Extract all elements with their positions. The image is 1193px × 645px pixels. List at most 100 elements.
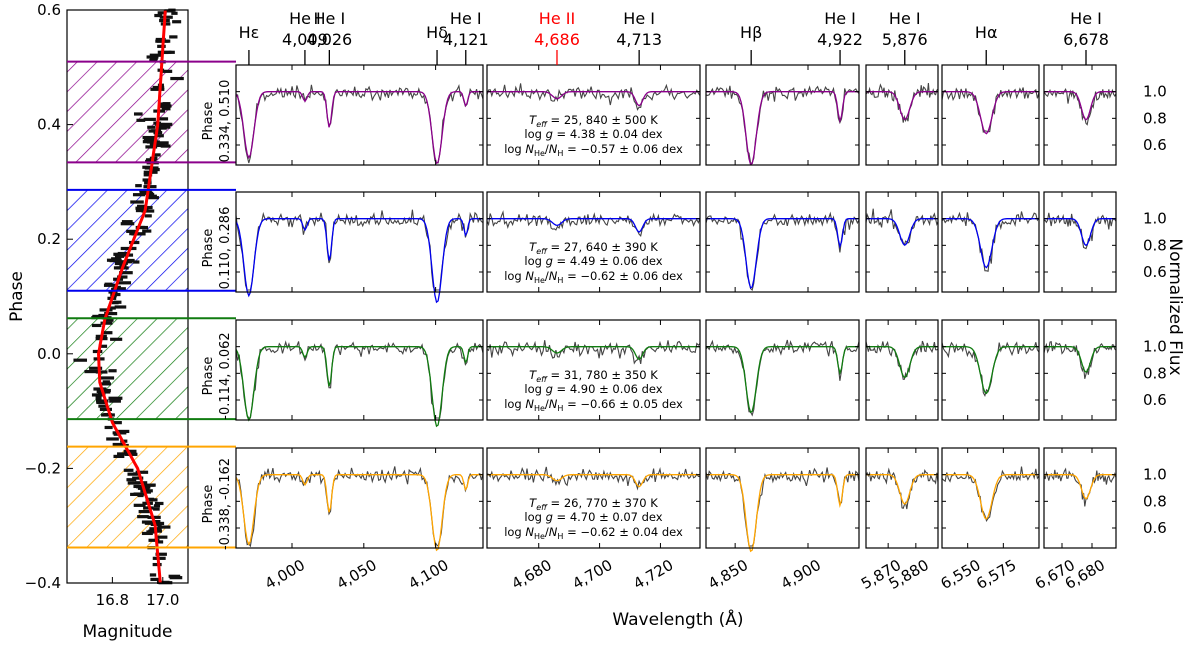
- spectrum-frame: [865, 64, 939, 166]
- observed-spectrum: [486, 466, 700, 491]
- logg-value: = 4.49 ± 0.06 dex: [553, 254, 663, 268]
- light-curve-point: [149, 56, 158, 61]
- y-tick-label: 0.0: [37, 345, 61, 363]
- light-curve-point: [153, 519, 161, 524]
- light-curve-point: [161, 107, 171, 111]
- phase-label: Phase: [201, 485, 216, 524]
- light-curve-point: [168, 50, 175, 54]
- spectrum-frame: [865, 447, 939, 549]
- line-marker-wavelength: 5,876: [882, 30, 928, 49]
- model-spectrum: [487, 218, 700, 233]
- light-curve-point: [110, 337, 123, 341]
- nhe-text: log NHe/NH = −0.57 ± 0.06 dex: [504, 142, 683, 158]
- spectrum-frame: [705, 191, 860, 293]
- nhe-symbol: N: [525, 525, 534, 539]
- light-curve-point: [84, 369, 99, 374]
- teff-text: Teff = 26, 770 ± 370 K: [529, 496, 658, 512]
- light-curve-point: [135, 206, 145, 210]
- model-spectrum: [706, 91, 859, 166]
- light-curve-point: [155, 37, 166, 42]
- flux-tick-label: 0.6: [1143, 519, 1167, 537]
- light-curve-point: [157, 117, 169, 121]
- flux-tick-label: 0.8: [1143, 236, 1167, 254]
- light-curve-point: [119, 271, 133, 275]
- light-curve-point: [132, 476, 144, 480]
- light-curve-point: [146, 530, 156, 534]
- light-curve-point: [91, 393, 106, 397]
- light-curve-point: [144, 214, 152, 218]
- spectrum-frame: [1043, 447, 1117, 549]
- light-curve-point: [95, 396, 102, 400]
- light-curve-point: [153, 504, 161, 508]
- line-marker-label: He I: [313, 9, 345, 28]
- line-marker-wavelength: 4,686: [534, 30, 580, 49]
- spectrum-frame: [235, 319, 484, 421]
- teff-value: = 26, 770 ± 370 K: [547, 496, 658, 510]
- wavelength-tick-label: 4,000: [262, 556, 308, 593]
- line-marker-wavelength: 6,678: [1063, 30, 1109, 49]
- light-curve-point: [95, 370, 108, 374]
- light-curve-point: [147, 125, 156, 129]
- line-marker-label: He II: [539, 9, 575, 28]
- light-curve-point: [117, 275, 128, 279]
- phase-range-label: -0.338, -0.162: [218, 458, 233, 550]
- line-marker-wavelength: 4,121: [443, 30, 489, 49]
- light-curve-point: [105, 318, 114, 322]
- light-curve-point: [103, 412, 112, 417]
- light-curve-point: [114, 254, 125, 258]
- observed-spectrum: [865, 83, 939, 123]
- light-curve-point: [100, 382, 111, 386]
- light-curve-point: [148, 538, 160, 542]
- nhe-prefix: log: [504, 142, 525, 156]
- nhe-slash: /: [545, 525, 549, 539]
- light-curve-point: [171, 11, 178, 15]
- light-curve-point: [120, 246, 133, 251]
- flux-tick-label: 0.8: [1143, 364, 1167, 382]
- light-curve-point: [130, 246, 137, 251]
- flux-tick-label: 0.6: [1143, 136, 1167, 154]
- observed-spectrum: [486, 210, 701, 238]
- light-curve-point: [108, 369, 117, 373]
- logg-text: log g = 4.90 ± 0.06 dex: [524, 382, 662, 396]
- model-spectrum: [235, 346, 483, 428]
- light-curve-point: [164, 9, 174, 13]
- wavelength-tick-label: 4,100: [405, 556, 451, 593]
- spectrum-frame: [1043, 319, 1117, 421]
- wavelength-tick-label: 4,720: [630, 556, 676, 593]
- light-curve-point: [99, 407, 112, 411]
- logg-prefix: log: [524, 254, 545, 268]
- light-curve-point: [91, 323, 102, 328]
- light-curve-point: [137, 515, 149, 519]
- light-curve-point: [161, 69, 173, 73]
- observed-spectrum: [1043, 88, 1117, 126]
- y-axis-label: Phase: [7, 271, 27, 322]
- light-curve-point: [132, 193, 146, 197]
- nh-symbol: N: [549, 142, 558, 156]
- light-curve-point: [159, 104, 172, 108]
- line-marker-label: He I: [1070, 9, 1102, 28]
- nhe-sub: He: [534, 276, 545, 285]
- model-spectrum: [866, 346, 938, 379]
- light-curve-point: [149, 167, 160, 172]
- light-curve-point: [123, 449, 137, 453]
- light-curve-point: [107, 306, 116, 310]
- flux-tick-label: 1.0: [1143, 83, 1167, 101]
- logg-text: log g = 4.38 ± 0.04 dex: [524, 127, 662, 141]
- light-curve-point: [152, 85, 165, 90]
- wavelength-tick-label: 4,680: [509, 556, 555, 593]
- flux-tick-label: 0.8: [1143, 492, 1167, 510]
- logg-symbol: g: [546, 254, 553, 268]
- line-marker-label: He I: [289, 9, 321, 28]
- spectrum-frame: [1043, 191, 1117, 293]
- light-curve-point: [133, 503, 146, 507]
- teff-value: = 27, 640 ± 390 K: [547, 240, 658, 254]
- light-curve-model: [96, 9, 167, 584]
- nhe-text: log NHe/NH = −0.66 ± 0.05 dex: [504, 397, 683, 413]
- light-curve-point: [127, 472, 138, 476]
- light-curve-point: [120, 222, 135, 226]
- flux-tick-label: 1.0: [1143, 210, 1167, 228]
- light-curve-point: [130, 200, 144, 204]
- model-spectrum: [1044, 91, 1116, 121]
- light-curve-point: [139, 189, 152, 193]
- line-marker-label: Hβ: [740, 23, 762, 42]
